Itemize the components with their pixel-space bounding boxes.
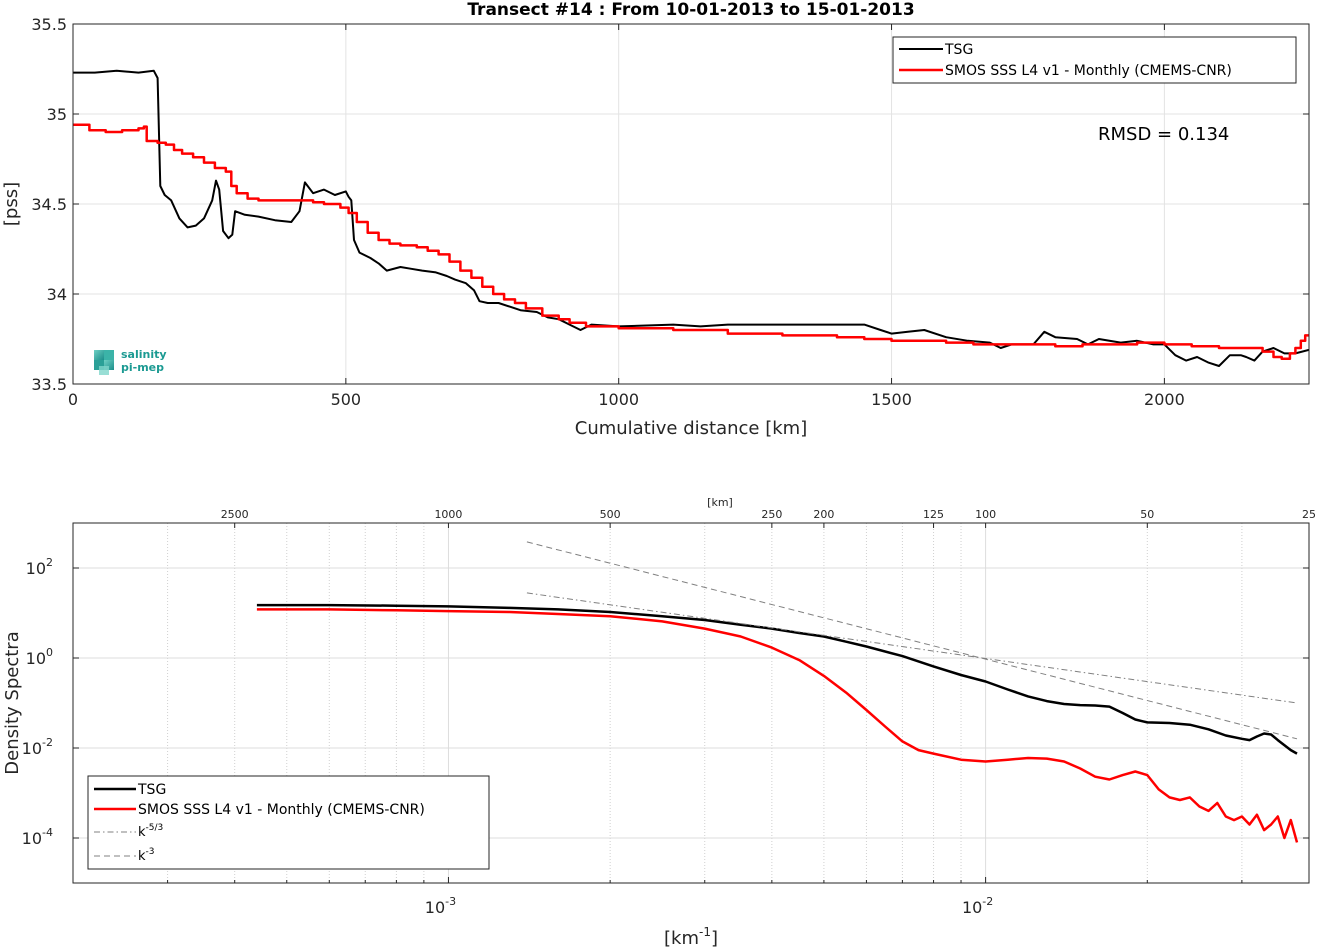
series-line-smos — [73, 123, 1309, 361]
x-tick-label: 10-2 — [962, 895, 993, 917]
y-tick-label: 34.5 — [31, 195, 67, 214]
legend-label-k3-sup: -3 — [146, 847, 155, 857]
y-tick-label: 34 — [47, 285, 67, 304]
top-tick-label: 1000 — [434, 508, 462, 521]
series-line-tsg — [256, 603, 1298, 755]
y-tick-label: 100 — [26, 646, 53, 668]
x-tick-label-base: 10 — [425, 898, 445, 917]
series-line-smos — [256, 608, 1299, 843]
x-axis-label: [km-1] — [664, 925, 718, 948]
top-tick-label: 2500 — [221, 508, 249, 521]
x-axis-label: Cumulative distance [km] — [575, 418, 807, 439]
y-tick-label-exp: 2 — [46, 556, 53, 569]
legend-box — [892, 36, 1297, 84]
y-tick-label: 35.5 — [31, 15, 67, 34]
y-tick-label-base: 10 — [26, 559, 46, 578]
y-axis-label: Density Spectra — [2, 631, 23, 774]
y-tick-label-base: 10 — [26, 649, 46, 668]
series-line-k53 — [526, 592, 1298, 704]
x-tick-label: 1000 — [598, 390, 639, 409]
top-tick-label: 250 — [761, 508, 782, 521]
axis-ticks: 0 500 1000 1500 2000 33.5 34 34.5 35 35.5 — [31, 15, 1309, 409]
y-axis-label: [pss] — [1, 182, 22, 226]
y-tick-label-exp: -4 — [42, 826, 53, 839]
y-tick-label-base: 10 — [22, 829, 42, 848]
legend-box — [87, 775, 490, 870]
legend: TSG SMOS SSS L4 v1 - Monthly (CMEMS-CNR) — [892, 36, 1297, 84]
series-group — [256, 541, 1299, 843]
chart-title: Transect #14 : From 10-01-2013 to 15-01-… — [467, 0, 914, 20]
logo-text-line2: pi-mep — [121, 361, 164, 374]
y-tick-label: 35 — [47, 105, 67, 124]
y-tick-label: 33.5 — [31, 375, 67, 394]
transect-chart: Transect #14 : From 10-01-2013 to 15-01-… — [1, 0, 1310, 439]
legend-label-k53-sup: -5/3 — [146, 823, 164, 833]
x-tick-label-exp: -3 — [445, 895, 456, 908]
legend-label-k3-base: k — [138, 849, 146, 864]
legend-label-k53: k-5/3 — [138, 823, 163, 840]
x-tick-label-base: 10 — [962, 898, 982, 917]
plot-frame — [72, 522, 1310, 884]
legend-label-k53-base: k — [138, 825, 146, 840]
legend-label-tsg: TSG — [944, 42, 973, 58]
x-tick-label: 500 — [331, 390, 362, 409]
top-tick-label: 100 — [975, 508, 996, 521]
rmsd-annotation: RMSD = 0.134 — [1098, 124, 1229, 145]
salinity-pi-mep-logo: salinity pi-mep — [94, 348, 167, 375]
y-tick-label: 10-2 — [22, 736, 53, 758]
logo-text-line1: salinity — [121, 348, 167, 361]
cube-icon — [94, 350, 114, 375]
x-axis-label-sup: -1 — [699, 925, 711, 939]
x-tick-label-exp: -2 — [982, 895, 993, 908]
x-tick-label: 0 — [68, 390, 78, 409]
legend-label-smos: SMOS SSS L4 v1 - Monthly (CMEMS-CNR) — [945, 63, 1232, 79]
top-tick-label: 500 — [600, 508, 621, 521]
x-tick-label: 2000 — [1144, 390, 1185, 409]
legend: TSG SMOS SSS L4 v1 - Monthly (CMEMS-CNR)… — [87, 775, 490, 870]
legend-label-tsg: TSG — [137, 782, 166, 798]
top-tick-label: 50 — [1140, 508, 1154, 521]
x-tick-label: 1500 — [871, 390, 912, 409]
grid — [73, 24, 1309, 384]
top-tick-label: 200 — [813, 508, 834, 521]
top-tick-label: 25 — [1302, 508, 1316, 521]
series-line-tsg — [73, 69, 1309, 367]
series-line-k3 — [526, 541, 1298, 740]
top-tick-label: 125 — [923, 508, 944, 521]
y-tick-label-base: 10 — [22, 739, 42, 758]
x-tick-label: 10-3 — [425, 895, 456, 917]
top-axis-label: [km] — [707, 496, 733, 509]
x-axis-label-base: [km — [664, 928, 699, 948]
y-tick-label-exp: 0 — [46, 646, 53, 659]
legend-label-k3: k-3 — [138, 847, 155, 864]
y-tick-label-exp: -2 — [42, 736, 53, 749]
y-tick-label: 10-4 — [22, 826, 53, 848]
legend-label-smos: SMOS SSS L4 v1 - Monthly (CMEMS-CNR) — [138, 802, 425, 818]
x-axis-label-tail: ] — [711, 928, 718, 948]
series-group — [73, 69, 1309, 367]
y-tick-label: 102 — [26, 556, 53, 578]
